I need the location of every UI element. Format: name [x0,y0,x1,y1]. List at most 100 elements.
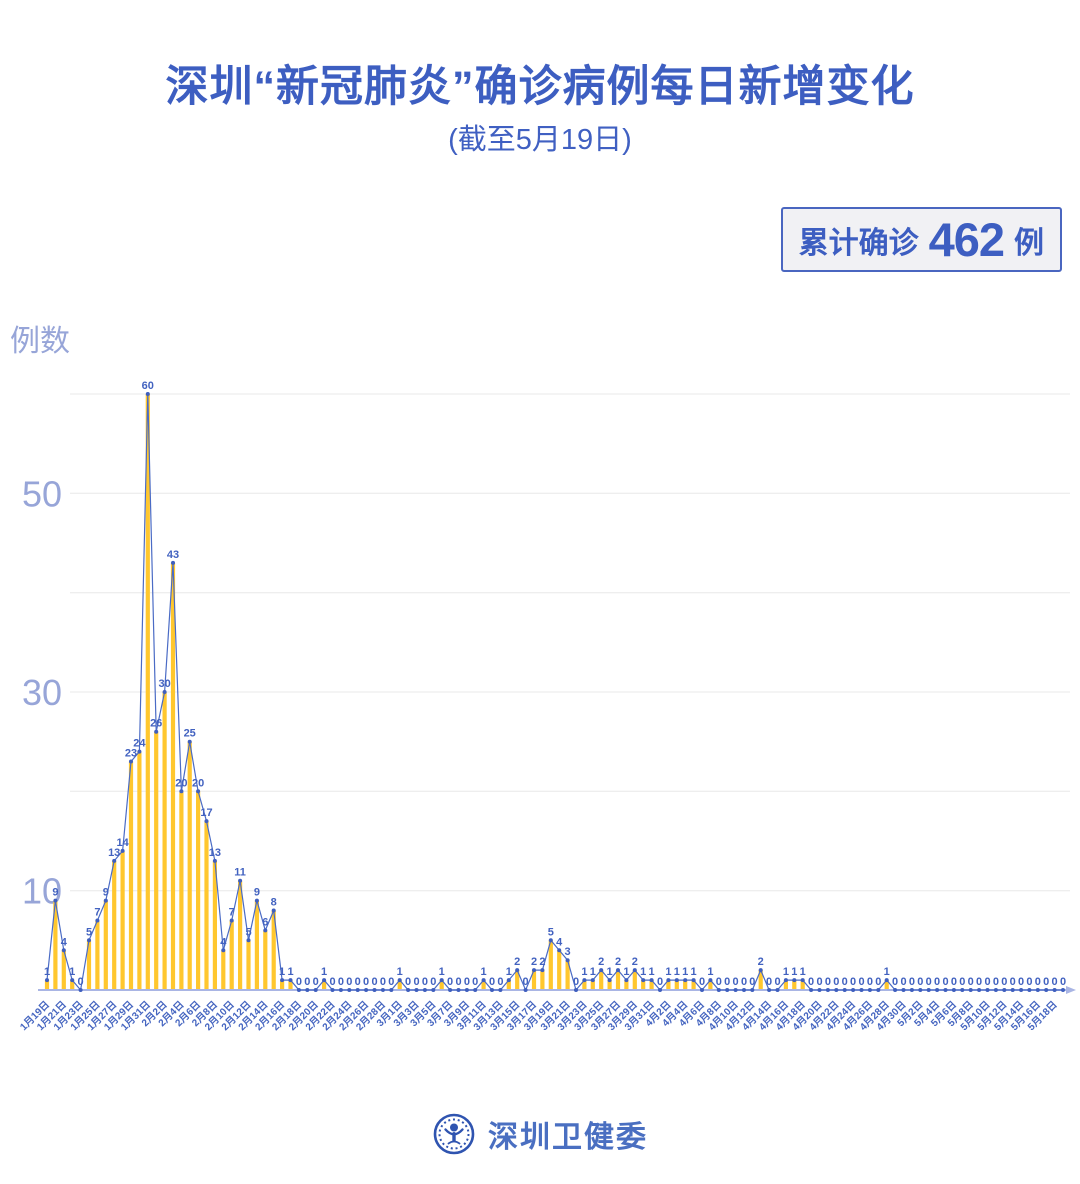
value-label: 4 [61,936,68,948]
bar [212,860,217,990]
data-point [221,948,226,953]
bar [128,761,134,990]
bar [607,980,612,990]
data-point [742,988,746,992]
value-label: 0 [1018,976,1024,988]
value-label: 0 [447,976,453,988]
data-point [414,988,419,992]
value-label: 0 [942,976,948,988]
data-point [280,978,285,983]
data-point [977,988,982,992]
data-point [61,948,66,953]
data-point [372,988,377,992]
value-label: 0 [371,976,377,988]
bar [641,980,646,990]
value-label: 24 [133,738,146,750]
shenzhen-health-commission-logo-icon [433,1113,475,1155]
value-label: 0 [808,976,814,988]
data-point [616,968,620,973]
bar [229,920,234,990]
data-point [767,988,772,992]
bar [196,791,201,990]
data-point [1027,988,1032,992]
bar [95,920,100,990]
value-label: 1 [321,966,327,978]
data-point [397,978,402,983]
value-label: 0 [842,976,848,988]
bar [145,394,150,990]
value-label: 2 [632,956,638,968]
value-label: 7 [229,907,235,919]
value-label: 1 [590,966,596,978]
value-label: 0 [338,976,344,988]
data-point [506,978,511,983]
bar [540,970,545,990]
bar [137,751,142,990]
bar [666,980,671,990]
data-point [1052,988,1057,992]
data-point [951,988,956,992]
value-label: 0 [716,976,722,988]
data-point [809,988,814,992]
bar [582,980,587,990]
value-label: 0 [355,976,361,988]
value-label: 7 [94,907,100,919]
data-point [179,789,184,794]
data-point [1044,988,1049,992]
value-label: 4 [556,936,563,948]
data-point [532,968,536,973]
value-label: 0 [363,976,369,988]
bar [439,980,444,990]
data-point [985,988,990,992]
bar [884,980,889,990]
value-label: 0 [959,976,965,988]
value-label: 1 [397,966,403,978]
data-point [154,729,159,734]
value-label: 0 [926,976,932,988]
data-point [624,978,629,983]
bar [53,900,58,990]
value-label: 8 [271,897,277,909]
value-label: 0 [774,976,780,988]
value-label: 23 [125,748,137,760]
value-label: 0 [329,976,335,988]
badge-prefix-label: 累计确诊 [798,226,919,260]
data-point [439,978,444,983]
value-label: 0 [976,976,982,988]
footer-label: 深圳卫健委 [488,1121,648,1154]
data-point [254,898,259,903]
value-label: 0 [892,976,898,988]
value-label: 1 [581,966,587,978]
y-axis-tick-label: 30 [22,672,62,713]
value-label: 0 [917,976,923,988]
data-point [120,848,125,853]
line-series [46,393,1063,992]
data-point [649,978,654,983]
value-label: 1 [506,966,512,978]
data-point [607,978,612,983]
data-point [800,978,805,983]
value-label: 11 [234,867,246,879]
data-point [783,978,788,983]
data-point [204,819,209,824]
data-point [338,988,343,992]
data-point [53,898,58,903]
data-point [70,978,75,983]
bar [515,970,520,990]
data-point [103,898,108,903]
bar [187,741,192,990]
value-label: 1 [279,966,285,978]
bar [70,980,75,990]
value-label: 0 [993,976,999,988]
value-label: 1 [287,966,293,978]
data-point [490,988,494,992]
x-axis-arrow-icon [1066,986,1076,994]
value-label: 0 [346,976,352,988]
bar [506,980,511,990]
data-point [355,988,360,992]
data-point [540,968,545,973]
cumulative-total-value: 462 [928,213,1005,266]
data-point [968,988,973,992]
bar [204,821,209,990]
